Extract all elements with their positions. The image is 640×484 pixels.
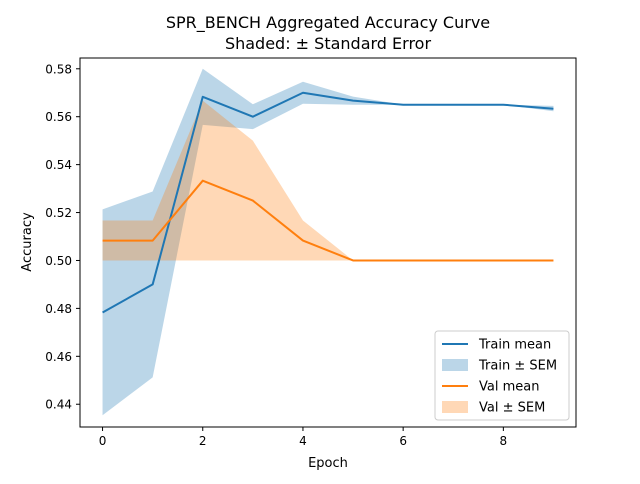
y-tick-label: 0.48 xyxy=(45,302,72,316)
y-tick-label: 0.54 xyxy=(45,158,72,172)
legend-box xyxy=(434,330,570,421)
legend-label: Val ± SEM xyxy=(479,401,545,416)
legend-label: Train ± SEM xyxy=(478,359,557,374)
x-axis-label: Epoch xyxy=(308,456,348,471)
y-tick-label: 0.58 xyxy=(45,62,72,76)
x-tick-label: 8 xyxy=(500,434,508,448)
band-val-mean xyxy=(102,100,554,261)
x-tick-label: 4 xyxy=(299,434,307,448)
y-axis-label: Accuracy xyxy=(20,212,35,272)
x-tick-label: 2 xyxy=(199,434,207,448)
y-tick-label: 0.52 xyxy=(45,206,72,220)
legend-label: Train mean xyxy=(478,338,551,353)
line-val-mean xyxy=(102,179,554,262)
band-train-mean xyxy=(102,68,554,416)
legend-band-swatch xyxy=(442,359,468,371)
chart-title: SPR_BENCH Aggregated Accuracy Curve xyxy=(166,13,490,33)
mean-lines xyxy=(102,91,554,314)
legend-band-swatch xyxy=(442,401,468,413)
plot-area: 0 2 4 6 8 0.44 0.46 0.48 0.50 0.52 0.54 0.56 0.58 xyxy=(45,57,577,448)
x-tick-label: 0 xyxy=(99,434,107,448)
legend: Train mean Train ± SEM Val mean Val ± SEM xyxy=(434,330,570,421)
y-tick-label: 0.46 xyxy=(45,350,72,364)
y-tick-label: 0.44 xyxy=(45,398,72,412)
line-train-mean xyxy=(102,91,554,314)
y-tick-label: 0.56 xyxy=(45,110,72,124)
chart-subtitle: Shaded: ± Standard Error xyxy=(225,34,432,53)
sem-bands xyxy=(102,68,554,416)
x-tick-label: 6 xyxy=(399,434,407,448)
axes-frame xyxy=(79,57,577,428)
y-tick-label: 0.50 xyxy=(45,254,72,268)
legend-label: Val mean xyxy=(479,380,539,395)
